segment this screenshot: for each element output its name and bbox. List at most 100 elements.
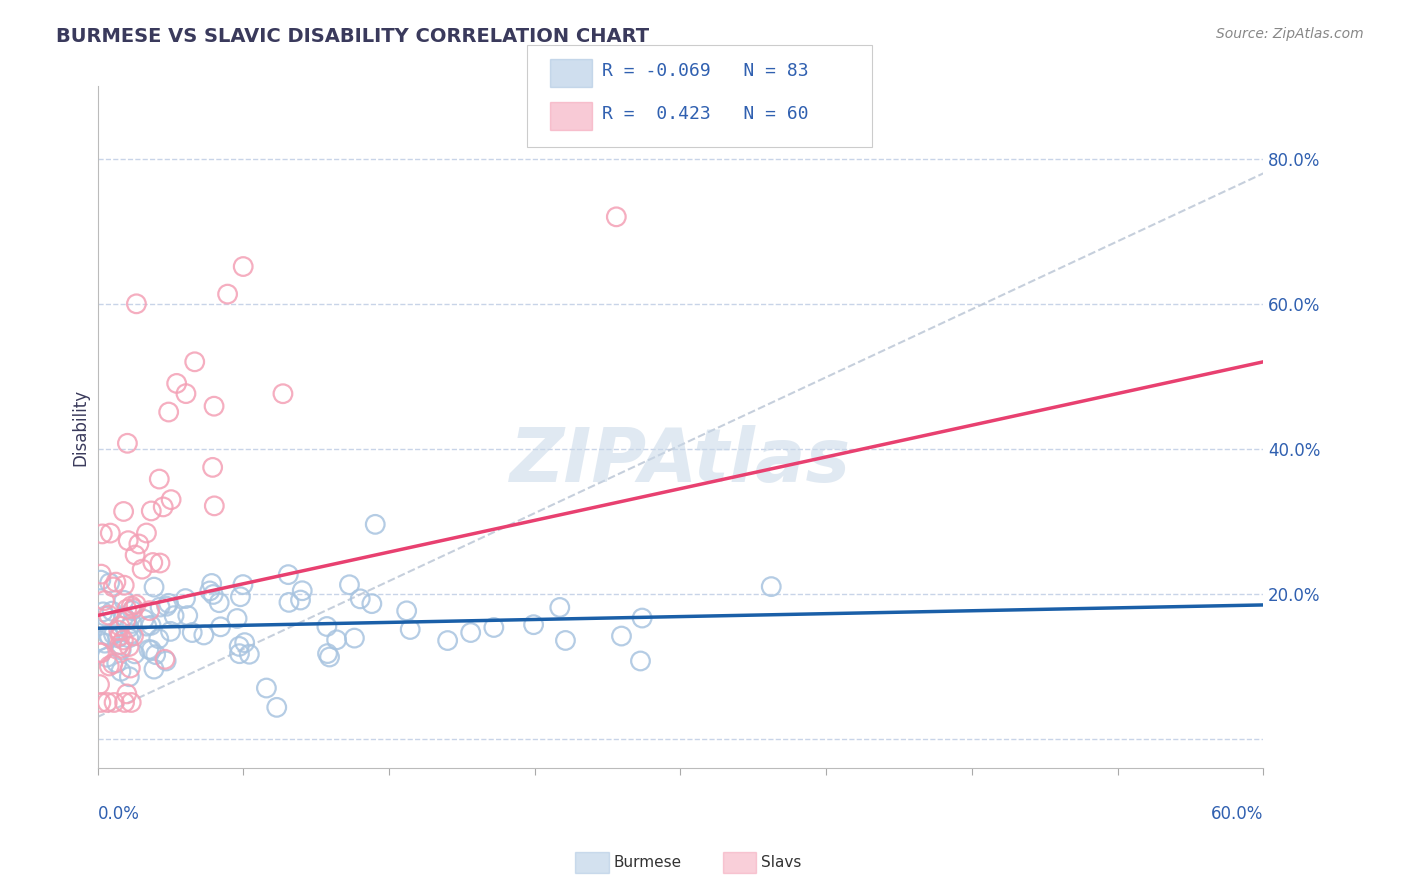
- Point: [149, 556, 172, 570]
- Point: [108, 629, 131, 643]
- Point: [101, 604, 124, 618]
- Point: [117, 436, 139, 450]
- Point: [232, 577, 254, 591]
- Point: [91, 527, 114, 541]
- Point: [93, 593, 115, 607]
- Point: [460, 625, 482, 640]
- Point: [135, 526, 157, 541]
- Point: [112, 578, 135, 592]
- Point: [159, 624, 181, 639]
- Point: [90, 696, 112, 710]
- Point: [152, 500, 174, 514]
- Point: [316, 647, 339, 661]
- Point: [217, 287, 239, 301]
- Point: [103, 627, 125, 641]
- Point: [148, 472, 170, 486]
- Point: [149, 600, 172, 615]
- Point: [364, 517, 387, 532]
- Point: [291, 583, 314, 598]
- Point: [155, 654, 177, 668]
- Text: Source: ZipAtlas.com: Source: ZipAtlas.com: [1216, 27, 1364, 41]
- Point: [131, 562, 153, 576]
- Point: [315, 619, 337, 633]
- Point: [110, 641, 132, 656]
- Point: [124, 548, 146, 562]
- Point: [254, 681, 277, 695]
- Point: [107, 631, 129, 645]
- Point: [160, 492, 183, 507]
- Point: [141, 504, 163, 518]
- Point: [112, 593, 135, 607]
- Point: [134, 612, 156, 626]
- Point: [112, 632, 135, 647]
- Point: [399, 623, 422, 637]
- Point: [208, 596, 231, 610]
- Text: Burmese: Burmese: [613, 855, 681, 870]
- Point: [605, 210, 627, 224]
- Point: [94, 636, 117, 650]
- Point: [523, 617, 546, 632]
- Point: [115, 602, 138, 616]
- Point: [266, 700, 288, 714]
- Point: [233, 635, 256, 649]
- Point: [128, 537, 150, 551]
- Point: [108, 619, 131, 633]
- Point: [103, 580, 125, 594]
- Point: [135, 619, 157, 633]
- Point: [120, 661, 142, 675]
- Point: [143, 662, 166, 676]
- Point: [201, 460, 224, 475]
- Point: [153, 652, 176, 666]
- Point: [110, 643, 132, 657]
- Y-axis label: Disability: Disability: [72, 389, 89, 466]
- Point: [761, 580, 783, 594]
- Point: [118, 621, 141, 635]
- Point: [339, 578, 361, 592]
- Point: [115, 687, 138, 701]
- Point: [229, 590, 252, 604]
- Point: [120, 599, 142, 613]
- Point: [228, 647, 250, 661]
- Point: [148, 632, 170, 646]
- Point: [94, 609, 117, 624]
- Point: [202, 399, 225, 413]
- Text: R = -0.069   N = 83: R = -0.069 N = 83: [602, 62, 808, 80]
- Point: [103, 696, 125, 710]
- Point: [96, 650, 118, 665]
- Point: [122, 629, 145, 643]
- Point: [112, 609, 135, 624]
- Point: [117, 533, 139, 548]
- Point: [141, 643, 163, 657]
- Point: [105, 656, 128, 670]
- Point: [395, 604, 418, 618]
- Point: [112, 504, 135, 518]
- Point: [209, 620, 232, 634]
- Point: [114, 696, 136, 710]
- Point: [360, 597, 382, 611]
- Point: [232, 260, 254, 274]
- Point: [98, 526, 121, 541]
- Point: [121, 603, 143, 617]
- Point: [139, 618, 162, 632]
- Point: [202, 587, 225, 601]
- Point: [318, 650, 340, 665]
- Point: [89, 677, 111, 691]
- Point: [98, 575, 121, 590]
- Point: [278, 595, 301, 609]
- Point: [177, 608, 200, 623]
- Point: [91, 605, 114, 619]
- Point: [201, 576, 224, 591]
- Point: [228, 640, 250, 654]
- Point: [226, 611, 249, 625]
- Point: [142, 556, 165, 570]
- Point: [277, 567, 299, 582]
- Point: [155, 599, 177, 614]
- Point: [181, 625, 204, 640]
- Point: [125, 297, 148, 311]
- Point: [174, 386, 197, 401]
- Point: [89, 646, 111, 660]
- Point: [98, 630, 121, 644]
- Point: [90, 646, 112, 660]
- Point: [104, 575, 127, 590]
- Point: [238, 647, 260, 661]
